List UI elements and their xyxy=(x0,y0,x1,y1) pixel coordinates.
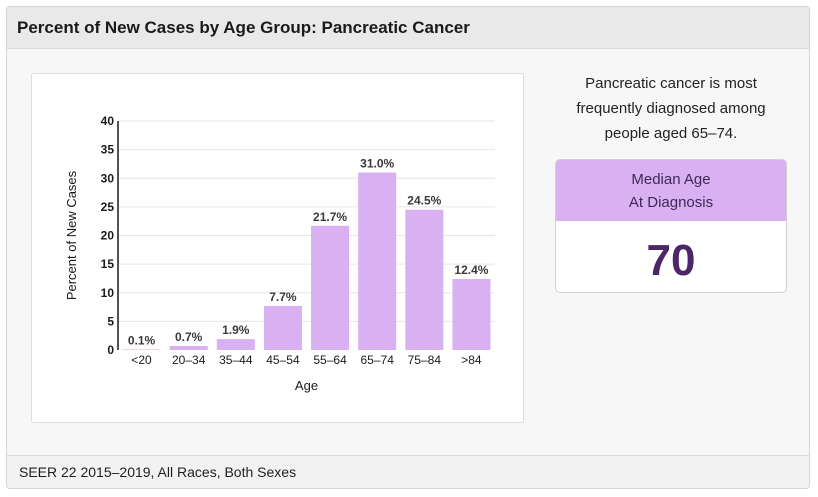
median-age-value: 70 xyxy=(646,236,696,285)
y-tick-label: 30 xyxy=(101,171,115,185)
bar xyxy=(311,225,350,350)
summary-text: Pancreatic cancer is most frequently dia… xyxy=(576,75,766,142)
y-tick-label: 20 xyxy=(101,229,115,243)
y-tick-label: 25 xyxy=(101,200,115,214)
data-label: 1.9% xyxy=(222,323,250,337)
bar xyxy=(405,209,444,350)
data-label: 12.4% xyxy=(454,263,488,277)
footer-text: SEER 22 2015–2019, All Races, Both Sexes xyxy=(19,464,297,480)
y-axis-title: Percent of New Cases xyxy=(64,170,79,300)
x-tick-label: 20–34 xyxy=(172,353,206,367)
x-tick-label: 65–74 xyxy=(361,353,395,367)
median-age-header: Median Age At Diagnosis xyxy=(556,160,786,221)
bar xyxy=(358,172,397,350)
panel-footer: SEER 22 2015–2019, All Races, Both Sexes xyxy=(7,455,809,488)
bar xyxy=(122,349,161,350)
data-label: 0.1% xyxy=(128,333,156,347)
data-label: 31.0% xyxy=(360,157,394,171)
chart-panel: Percent of New Cases by Age Group: Pancr… xyxy=(6,6,810,489)
bar-chart: 0 5 10 15 20 25 30 35 40 0.1% <20 0.7% 20–34 1.9% 35–4… xyxy=(64,114,495,393)
chart-card: 0 5 10 15 20 25 30 35 40 0.1% <20 0.7% 20–34 1.9% 35–4… xyxy=(31,73,524,423)
bar xyxy=(216,339,255,350)
x-axis-title: Age xyxy=(295,378,318,393)
median-age-label: Median Age xyxy=(631,170,711,188)
bar xyxy=(263,305,302,350)
x-tick-label: 55–64 xyxy=(313,353,347,367)
x-tick-label: 35–44 xyxy=(219,353,253,367)
data-label: 21.7% xyxy=(313,210,347,224)
data-label: 24.5% xyxy=(407,194,441,208)
median-age-sublabel: At Diagnosis xyxy=(628,193,714,211)
x-tick-label: 75–84 xyxy=(408,353,442,367)
x-tick-label: >84 xyxy=(461,353,482,367)
panel-header: Percent of New Cases by Age Group: Pancr… xyxy=(7,7,809,49)
x-tick-label: 45–54 xyxy=(266,353,300,367)
y-tick-label: 10 xyxy=(101,286,115,300)
data-label: 7.7% xyxy=(269,290,297,304)
panel-title: Percent of New Cases by Age Group: Pancr… xyxy=(17,18,470,37)
y-tick-label: 5 xyxy=(107,314,114,328)
y-tick-label: 40 xyxy=(101,114,115,128)
y-tick-label: 0 xyxy=(107,343,114,357)
median-age-card: Median Age At Diagnosis 70 xyxy=(555,159,787,293)
y-tick-label: 15 xyxy=(101,257,115,271)
y-tick-label: 35 xyxy=(101,143,115,157)
data-label: 0.7% xyxy=(175,330,203,344)
bar xyxy=(169,345,208,350)
x-tick-label: <20 xyxy=(131,353,152,367)
bar xyxy=(452,279,491,350)
